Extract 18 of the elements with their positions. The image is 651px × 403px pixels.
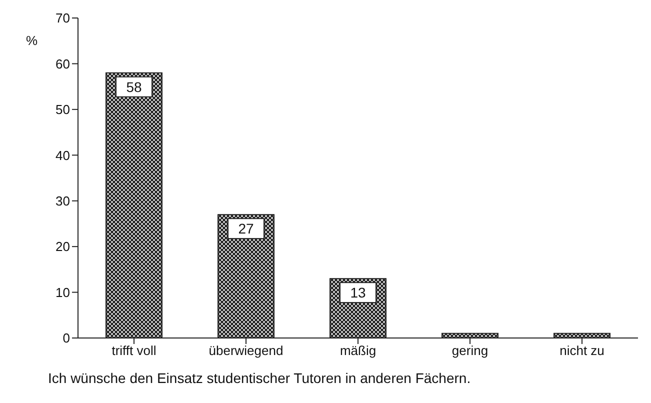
y-tick-label: 40: [56, 148, 70, 163]
data-label: 13: [350, 284, 366, 301]
x-tick-label: trifft voll: [112, 343, 156, 358]
data-label: 58: [126, 78, 142, 95]
x-tick-label: gering: [452, 343, 488, 358]
y-tick-label: 50: [56, 102, 70, 118]
y-axis-title: %: [26, 33, 38, 48]
y-tick-label: 30: [56, 193, 70, 208]
y-tick-label: 0: [62, 330, 70, 346]
y-tick-label: 70: [56, 10, 70, 26]
x-tick-label: mäßig: [340, 343, 376, 358]
data-label: 27: [238, 220, 254, 237]
y-tick-label: 10: [56, 284, 70, 300]
y-tick-label: 20: [56, 239, 70, 254]
x-tick-label: nicht zu: [560, 343, 604, 358]
x-tick-label: überwiegend: [208, 343, 284, 358]
y-tick-label: 60: [56, 56, 70, 72]
text: Ich wünsche den Einsatz studentischer Tutoren in anderen Fächern.: [48, 370, 472, 386]
